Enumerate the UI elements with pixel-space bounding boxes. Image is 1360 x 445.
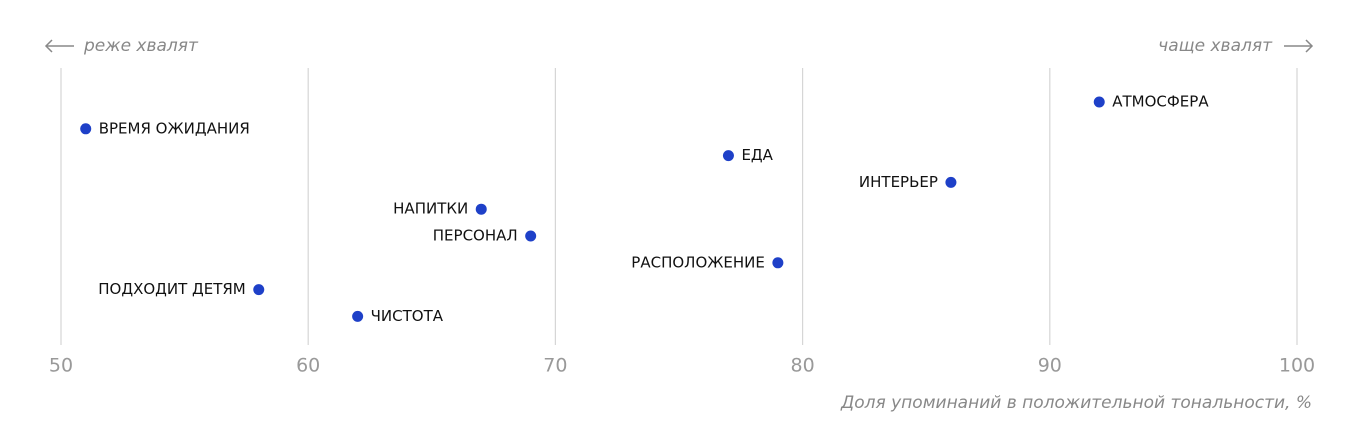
annotation-right: чаще хвалят: [1158, 36, 1273, 56]
dot-label: ЧИСТОТА: [371, 307, 444, 325]
x-tick-label: 90: [1038, 355, 1062, 377]
x-tick-label: 50: [49, 355, 73, 377]
dot-label: ПОДХОДИТ ДЕТЯМ: [98, 280, 245, 298]
x-tick-label: 70: [543, 355, 567, 377]
dot: [352, 310, 364, 322]
dot-label: ЕДА: [741, 146, 773, 164]
dot-label: АТМОСФЕРА: [1112, 93, 1209, 111]
dot: [80, 123, 92, 135]
dot-label: НАПИТКИ: [393, 200, 468, 218]
dot-label: РАСПОЛОЖЕНИЕ: [631, 253, 765, 271]
annotation-left: реже хвалят: [83, 36, 199, 56]
dot: [722, 150, 734, 162]
dot: [945, 176, 957, 188]
x-tick-label: 80: [791, 355, 815, 377]
x-tick-label: 100: [1279, 355, 1315, 377]
x-axis-label: Доля упоминаний в положительной тонально…: [840, 393, 1312, 413]
dot: [525, 230, 537, 242]
dot: [1093, 96, 1105, 108]
x-tick-label: 60: [296, 355, 320, 377]
dot: [253, 284, 265, 296]
dot-label: ВРЕМЯ ОЖИДАНИЯ: [99, 119, 250, 137]
dot-label: ИНТЕРЬЕР: [859, 173, 938, 191]
dot-label: ПЕРСОНАЛ: [433, 227, 518, 245]
arrow-right-head: [1305, 39, 1314, 53]
arrow-left-head: [44, 39, 53, 53]
dot: [772, 257, 784, 269]
dot: [475, 203, 487, 215]
